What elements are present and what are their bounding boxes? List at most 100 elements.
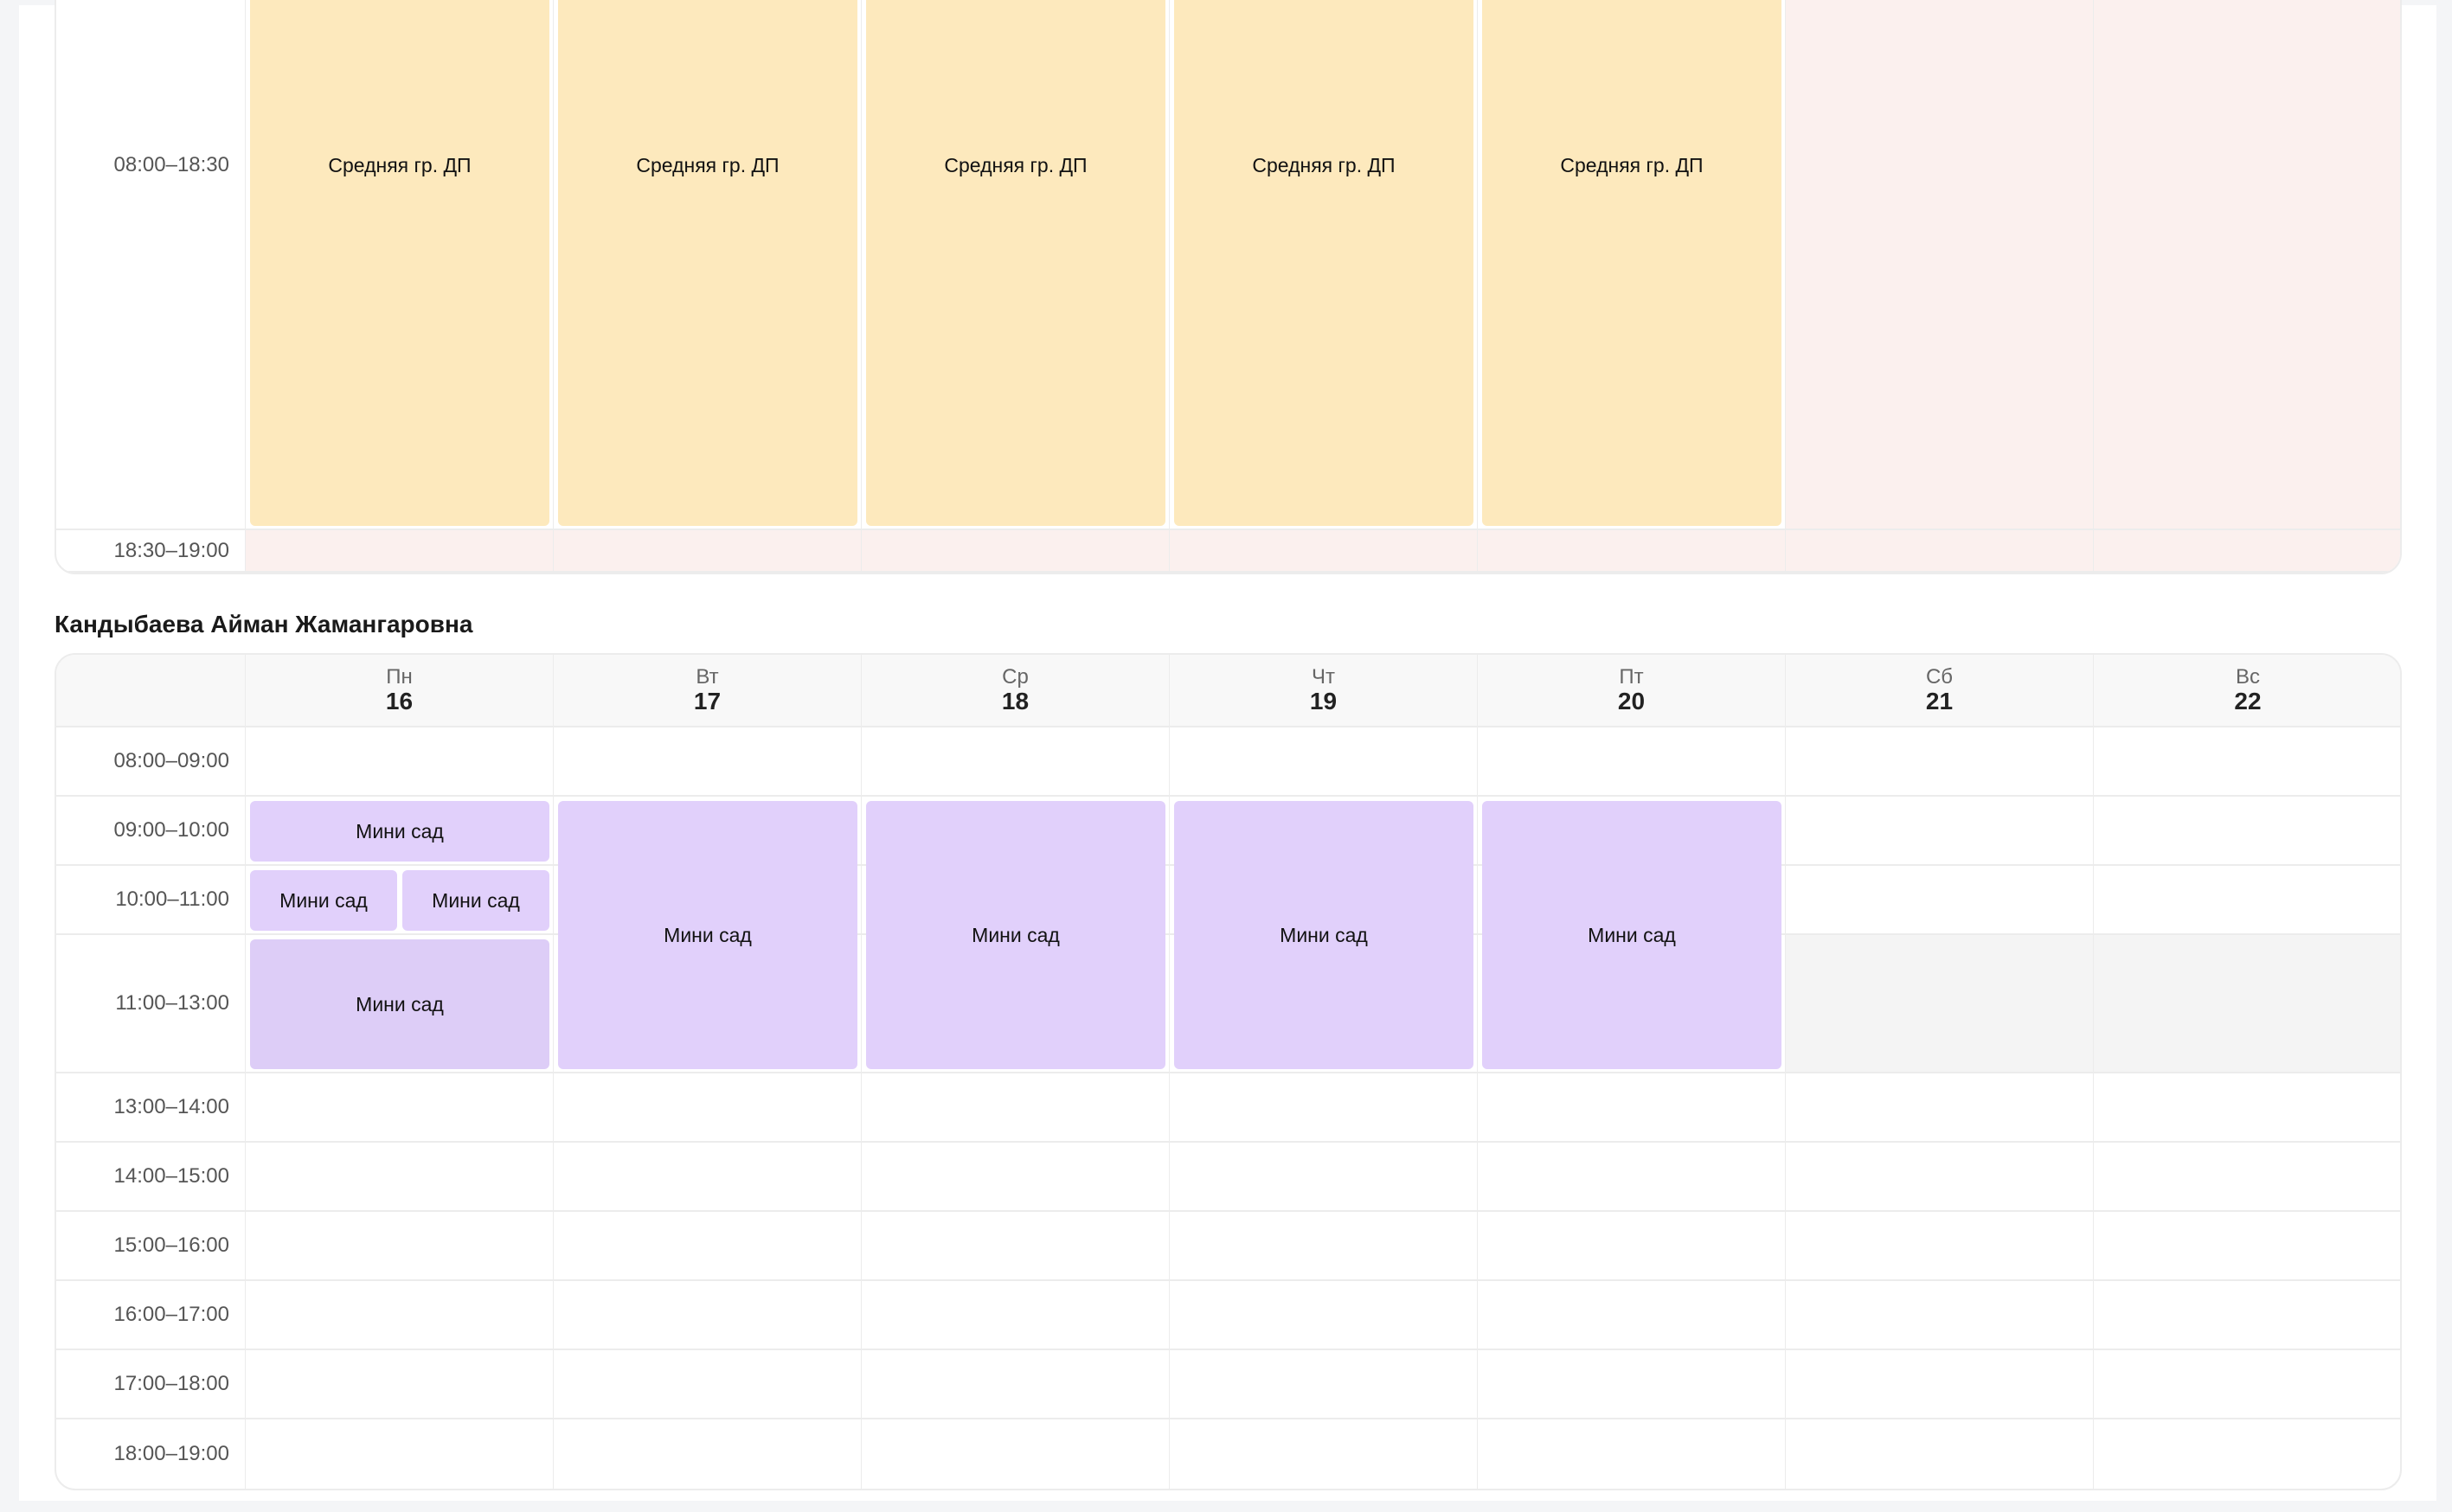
day-header: Чт 19	[1170, 655, 1478, 727]
day-header: Ср 18	[862, 655, 1170, 727]
day-cell[interactable]	[862, 935, 1170, 1073]
weekday-label: Пн	[386, 665, 413, 689]
time-slot-label: 11:00–13:00	[56, 935, 246, 1073]
day-cell[interactable]	[554, 1143, 862, 1212]
date-label: 22	[2234, 688, 2262, 714]
schedule-event[interactable]: Мини сад	[250, 870, 397, 931]
schedule-event[interactable]: Средняя гр. ДП	[1174, 0, 1473, 526]
day-cell[interactable]	[246, 1073, 554, 1143]
day-cell[interactable]	[554, 935, 862, 1073]
day-cell[interactable]	[1478, 1073, 1786, 1143]
day-cell[interactable]	[1786, 866, 2094, 935]
day-cell[interactable]	[1170, 1350, 1478, 1419]
day-cell[interactable]	[1170, 1073, 1478, 1143]
day-cell[interactable]	[2094, 1073, 2400, 1143]
day-cell[interactable]	[2094, 727, 2400, 797]
day-cell[interactable]	[554, 1212, 862, 1281]
day-cell[interactable]	[1170, 1281, 1478, 1350]
day-cell[interactable]	[554, 0, 862, 530]
day-cell[interactable]	[1478, 530, 1786, 573]
day-cell[interactable]	[862, 1143, 1170, 1212]
day-cell[interactable]	[2094, 935, 2400, 1073]
day-cell[interactable]	[1786, 0, 2094, 530]
day-cell[interactable]	[1478, 935, 1786, 1073]
day-cell[interactable]	[862, 0, 1170, 530]
day-cell[interactable]	[1170, 530, 1478, 573]
day-cell[interactable]	[1478, 1419, 1786, 1489]
day-cell[interactable]	[2094, 1212, 2400, 1281]
schedule-event[interactable]: Мини сад	[1174, 801, 1473, 1069]
day-cell[interactable]	[1170, 1212, 1478, 1281]
day-cell[interactable]	[1786, 1212, 2094, 1281]
day-cell[interactable]	[1170, 727, 1478, 797]
date-label: 18	[1001, 688, 1030, 714]
day-cell[interactable]	[246, 530, 554, 573]
day-cell[interactable]	[1786, 1281, 2094, 1350]
schedule-event[interactable]: Средняя гр. ДП	[866, 0, 1165, 526]
day-cell[interactable]	[2094, 1143, 2400, 1212]
day-cell[interactable]	[1786, 935, 2094, 1073]
day-cell[interactable]	[2094, 530, 2400, 573]
day-cell[interactable]	[862, 530, 1170, 573]
day-cell[interactable]	[2094, 797, 2400, 866]
schedule-event[interactable]: Средняя гр. ДП	[1482, 0, 1781, 526]
day-cell[interactable]	[554, 530, 862, 573]
schedule-event[interactable]: Мини сад	[866, 801, 1165, 1069]
day-cell[interactable]	[1786, 1143, 2094, 1212]
day-cell[interactable]	[862, 727, 1170, 797]
day-cell[interactable]	[1478, 727, 1786, 797]
day-cell[interactable]	[246, 1281, 554, 1350]
day-cell[interactable]	[1170, 935, 1478, 1073]
day-cell[interactable]	[246, 0, 554, 530]
day-cell[interactable]	[1786, 797, 2094, 866]
day-cell[interactable]	[1478, 1212, 1786, 1281]
day-cell[interactable]	[1786, 1350, 2094, 1419]
schedule-event[interactable]: Средняя гр. ДП	[250, 0, 549, 526]
day-cell[interactable]	[246, 1350, 554, 1419]
schedule-event[interactable]: Мини сад	[558, 801, 857, 1069]
day-cell[interactable]	[1170, 0, 1478, 530]
day-cell[interactable]	[1478, 0, 1786, 530]
day-cell[interactable]	[246, 797, 554, 866]
schedule-event[interactable]: Мини сад	[402, 870, 549, 931]
day-cell[interactable]	[1786, 530, 2094, 573]
day-cell[interactable]	[2094, 866, 2400, 935]
day-cell[interactable]	[1170, 1143, 1478, 1212]
day-cell[interactable]	[862, 1350, 1170, 1419]
schedule-event[interactable]: Мини сад	[250, 939, 549, 1069]
day-cell[interactable]	[554, 727, 862, 797]
schedule-event[interactable]: Мини сад	[1482, 801, 1781, 1069]
schedule-event[interactable]: Мини сад	[250, 801, 549, 862]
day-cell[interactable]	[862, 1419, 1170, 1489]
day-cell[interactable]	[554, 1350, 862, 1419]
day-cell[interactable]	[2094, 0, 2400, 530]
day-cell[interactable]	[862, 1281, 1170, 1350]
day-cell[interactable]	[246, 1419, 554, 1489]
day-cell[interactable]	[554, 1073, 862, 1143]
day-cell[interactable]	[246, 1143, 554, 1212]
day-cell[interactable]	[1478, 1281, 1786, 1350]
day-cell[interactable]	[246, 935, 554, 1073]
day-cell[interactable]	[554, 1419, 862, 1489]
day-cell[interactable]	[554, 1281, 862, 1350]
day-cell[interactable]	[1786, 1419, 2094, 1489]
day-cell[interactable]	[862, 1212, 1170, 1281]
day-cell[interactable]	[1786, 727, 2094, 797]
day-cell[interactable]	[246, 866, 554, 935]
time-slot-label: 17:00–18:00	[56, 1350, 246, 1419]
weekday-label: Сб	[1925, 665, 1954, 689]
time-slot-label: 18:00–19:00	[56, 1419, 246, 1489]
schedule-event[interactable]: Средняя гр. ДП	[558, 0, 857, 526]
day-cell[interactable]	[2094, 1281, 2400, 1350]
day-cell[interactable]	[246, 1212, 554, 1281]
day-cell[interactable]	[2094, 1419, 2400, 1489]
day-header: Пт 20	[1478, 655, 1786, 727]
day-cell[interactable]	[1478, 1350, 1786, 1419]
day-cell[interactable]	[1170, 1419, 1478, 1489]
day-cell[interactable]	[862, 1073, 1170, 1143]
day-cell[interactable]	[246, 727, 554, 797]
day-cell[interactable]	[2094, 1350, 2400, 1419]
day-cell[interactable]	[1478, 1143, 1786, 1212]
day-cell[interactable]	[1786, 1073, 2094, 1143]
date-label: 17	[693, 688, 722, 714]
